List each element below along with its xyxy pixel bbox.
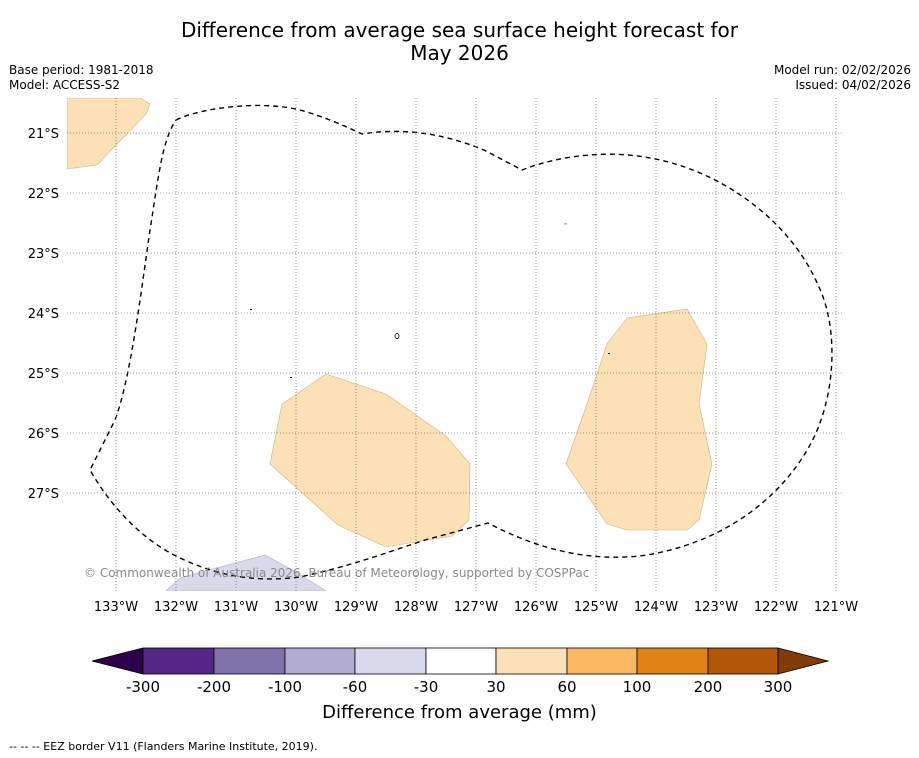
colorbar-high-extension [777, 647, 830, 675]
anomaly-patch-east [565, 308, 713, 531]
colorbar-bin [142, 647, 215, 675]
longitude-labels: 133°W 132°W 131°W 130°W 129°W 128°W 127°… [94, 600, 858, 615]
colorbar-title: Difference from average (mm) [322, 702, 597, 723]
issued-date: Issued: 04/02/2026 [795, 78, 911, 92]
map-panel: © Commonwealth of Australia 2026, Bureau… [67, 98, 843, 591]
island-speck [564, 223, 567, 225]
colorbar-bin [284, 647, 356, 675]
lon-label: 129°W [334, 600, 378, 615]
colorbar-tick-label: 100 [623, 678, 652, 696]
model-name: Model: ACCESS-S2 [9, 78, 121, 92]
colorbar-bin [636, 647, 709, 675]
lon-label: 122°W [754, 600, 798, 615]
colorbar-tick-label: -60 [343, 678, 368, 696]
lon-label: 126°W [514, 600, 558, 615]
eez-legend: -- -- -- EEZ border V11 (Flanders Marine… [9, 740, 318, 753]
colorbar-tick-label: -200 [197, 678, 231, 696]
lon-label: 131°W [214, 600, 258, 615]
lat-label: 25°S [28, 367, 59, 382]
colorbar-tick-label: 300 [764, 678, 793, 696]
latitude-labels: 21°S 22°S 23°S 24°S 25°S 26°S 27°S [28, 127, 59, 502]
model-info: Base period: 1981-2018 Model: ACCESS-S2 [9, 63, 154, 93]
lat-label: 21°S [28, 127, 59, 142]
colorbar-tick-label: 200 [694, 678, 723, 696]
colorbar-bin [354, 647, 427, 675]
model-run: Model run: 02/02/2026 [773, 63, 911, 77]
colorbar-tick-label: -300 [126, 678, 160, 696]
colorbar-tick-label: 30 [486, 678, 505, 696]
colorbar-bin [495, 647, 568, 675]
title-line-1: Difference from average sea surface heig… [180, 18, 739, 42]
colorbar-bin [425, 647, 497, 675]
lon-label: 133°W [94, 600, 138, 615]
lon-label: 125°W [574, 600, 618, 615]
island-speck [608, 353, 610, 354]
meridian-gridlines [115, 98, 837, 591]
copyright-notice: © Commonwealth of Australia 2026, Bureau… [84, 566, 589, 580]
colorbar-tick-label: 60 [557, 678, 576, 696]
colorbar-bin [707, 647, 779, 675]
island-speck [394, 332, 400, 339]
lon-label: 128°W [394, 600, 438, 615]
colorbar-ticks: -300 -200 -100 -60 -30 30 60 100 200 300 [126, 678, 792, 696]
base-period: Base period: 1981-2018 [9, 63, 154, 77]
lon-label: 123°W [694, 600, 738, 615]
lat-label: 22°S [28, 187, 59, 202]
lat-label: 24°S [28, 307, 59, 322]
colorbar [91, 647, 830, 675]
lon-label: 132°W [154, 600, 198, 615]
colorbar-tick-label: -100 [268, 678, 302, 696]
anomaly-patch-west [269, 373, 471, 548]
colorbar-bin [566, 647, 638, 675]
eez-border [89, 104, 833, 580]
colorbar-tick-label: -30 [414, 678, 439, 696]
lat-label: 23°S [28, 247, 59, 262]
anomaly-patch-south [165, 554, 327, 591]
colorbar-bin [213, 647, 286, 675]
lon-label: 127°W [454, 600, 498, 615]
anomaly-patch-northwest [67, 98, 151, 170]
lat-label: 27°S [28, 487, 59, 502]
island-speck [290, 377, 292, 378]
lon-label: 124°W [634, 600, 678, 615]
chart-title: Difference from average sea surface heig… [0, 19, 919, 65]
lat-label: 26°S [28, 427, 59, 442]
run-info: Model run: 02/02/2026 Issued: 04/02/2026 [774, 63, 911, 93]
parallel-gridlines [67, 132, 843, 494]
island-speck [250, 309, 252, 310]
lon-label: 121°W [814, 600, 858, 615]
title-line-2: May 2026 [410, 41, 509, 65]
lon-label: 130°W [274, 600, 318, 615]
colorbar-low-extension [91, 647, 144, 675]
